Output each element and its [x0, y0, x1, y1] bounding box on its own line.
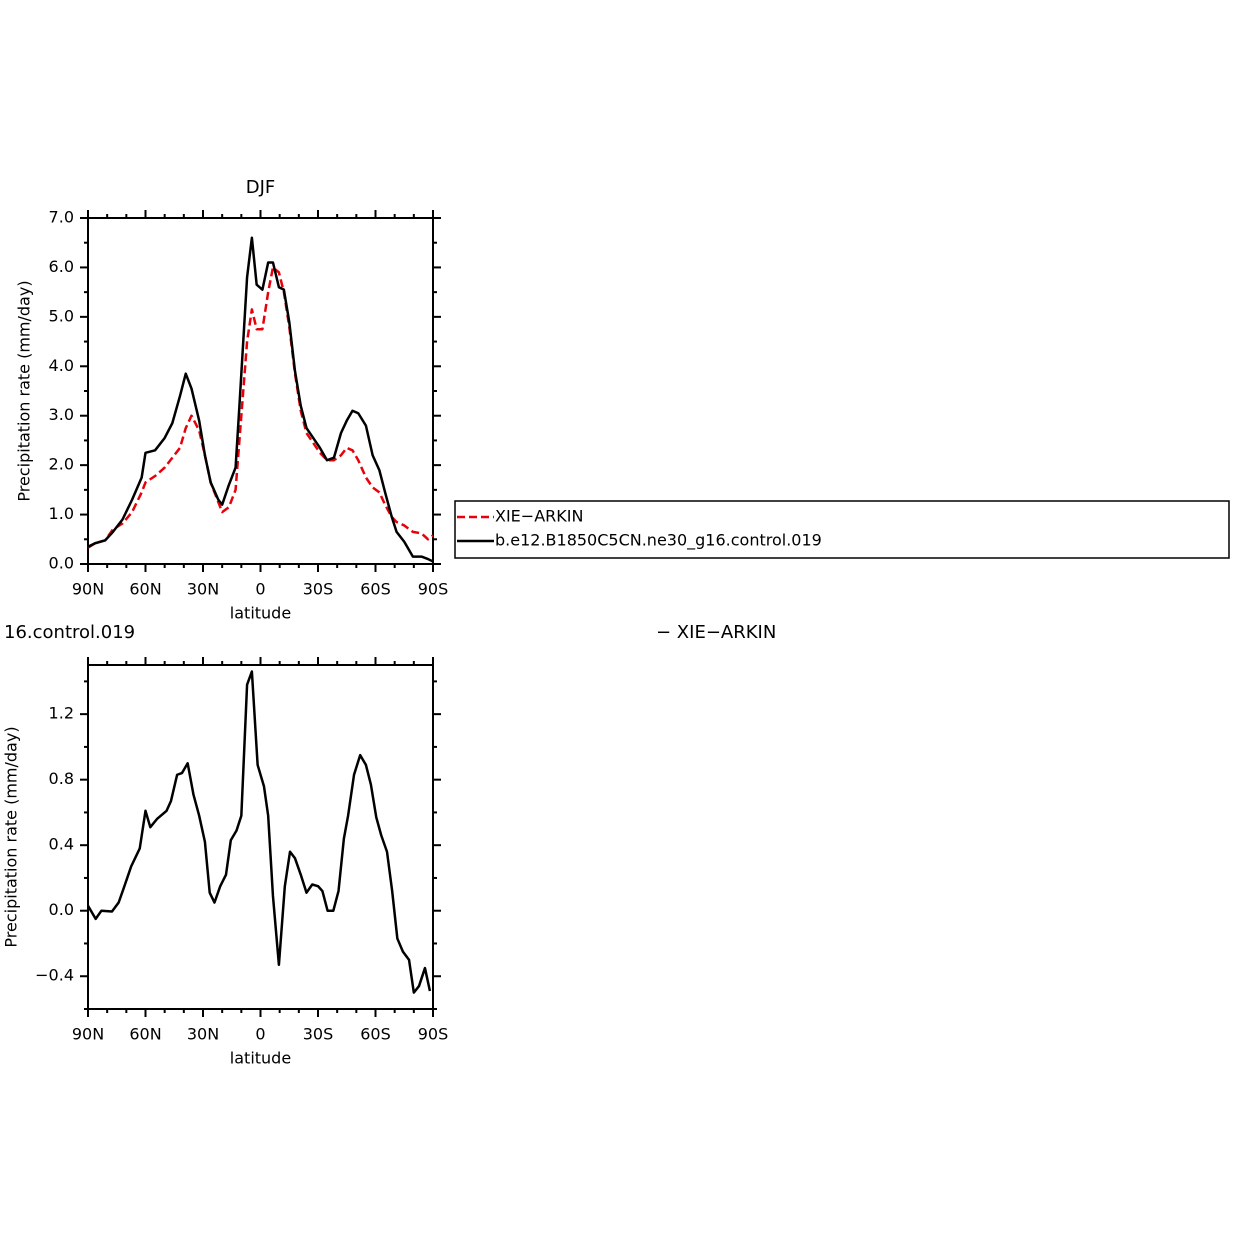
y-tick-label: 3.0 [49, 405, 74, 424]
y-tick-label: 1.0 [49, 504, 74, 523]
x-tick-label: 0 [255, 580, 265, 599]
y-tick-label: 1.2 [49, 704, 74, 723]
chart-title: DJF [246, 177, 276, 198]
y-tick-label: 2.0 [49, 455, 74, 474]
y-axis-label: Precipitation rate (mm/day) [15, 280, 34, 501]
x-tick-label: 30S [303, 1025, 334, 1044]
x-tick-label: 60N [129, 580, 161, 599]
x-axis-label: latitude [230, 604, 291, 623]
y-axis-label: Precipitation rate (mm/day) [2, 726, 21, 947]
y-tick-label: 0.8 [49, 769, 74, 788]
x-tick-label: 30S [303, 580, 334, 599]
x-tick-label: 60N [129, 1025, 161, 1044]
y-tick-label: −0.4 [35, 966, 74, 985]
x-tick-label: 90S [418, 1025, 449, 1044]
y-tick-label: 0.4 [49, 835, 74, 854]
x-tick-label: 0 [255, 1025, 265, 1044]
plot-frame [87, 217, 434, 565]
x-tick-label: 90N [72, 580, 104, 599]
y-tick-label: 0.0 [49, 900, 74, 919]
data-line [87, 266, 434, 549]
legend-label: b.e12.B1850C5CN.ne30_g16.control.019 [495, 531, 822, 551]
x-tick-label: 90N [72, 1025, 104, 1044]
y-tick-label: 4.0 [49, 356, 74, 375]
y-tick-label: 0.0 [49, 554, 74, 573]
chart-title-right: − XIE−ARKIN [656, 622, 776, 643]
x-axis-label: latitude [230, 1049, 291, 1068]
legend-label: XIE−ARKIN [495, 507, 583, 526]
x-tick-label: 60S [360, 1025, 391, 1044]
x-tick-label: 30N [187, 580, 219, 599]
x-tick-label: 60S [360, 580, 391, 599]
chart-title-left: 16.control.019 [4, 622, 135, 643]
data-line [87, 236, 434, 563]
y-tick-label: 5.0 [49, 306, 74, 325]
data-line [86, 670, 432, 994]
y-tick-label: 7.0 [49, 208, 74, 227]
x-tick-label: 30N [187, 1025, 219, 1044]
x-tick-label: 90S [418, 580, 449, 599]
y-tick-label: 6.0 [49, 257, 74, 276]
legend-box [454, 500, 1230, 559]
